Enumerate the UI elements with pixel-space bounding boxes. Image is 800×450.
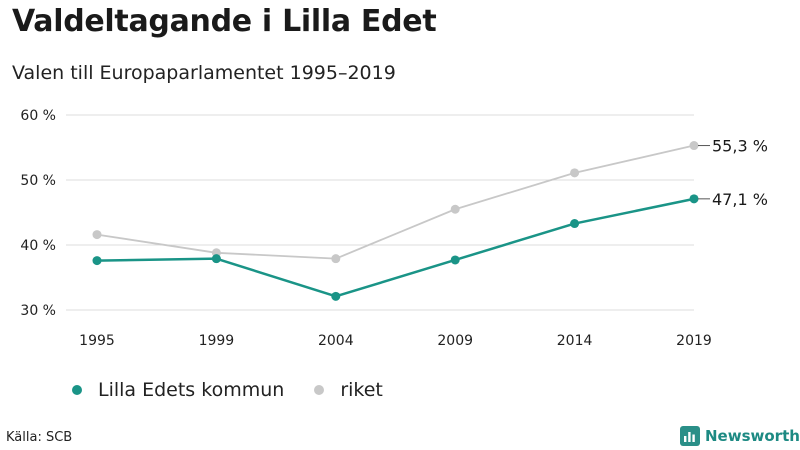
data-point-kommun: [211, 254, 221, 264]
data-point-riket: [92, 230, 102, 240]
x-tick-label: 1999: [199, 333, 235, 349]
end-label-kommun: 47,1 %: [712, 190, 768, 209]
end-label-riket: 55,3 %: [712, 137, 768, 156]
y-tick-label: 60 %: [20, 108, 56, 124]
series-line-kommun: [96, 197, 695, 298]
chart-title: Valdeltagande i Lilla Edet: [12, 4, 437, 39]
legend-item-riket: riket: [314, 379, 383, 401]
legend-label-riket: riket: [340, 379, 383, 401]
newsworthy-logo-icon: [680, 426, 700, 446]
data-point-riket: [689, 141, 699, 151]
data-point-kommun: [331, 291, 341, 301]
source-note: Källa: SCB: [6, 430, 73, 445]
x-tick-label: 2009: [437, 333, 473, 349]
x-tick-label: 1995: [79, 333, 115, 349]
legend-marker-kommun: [72, 385, 82, 395]
x-tick-label: 2014: [557, 333, 593, 349]
data-point-kommun: [570, 219, 580, 229]
data-point-riket: [570, 168, 580, 178]
y-tick-label: 40 %: [20, 238, 56, 254]
x-tick-label: 2004: [318, 333, 354, 349]
brand-name: Newsworthy: [705, 427, 800, 445]
legend-marker-riket: [314, 385, 325, 395]
series-line-riket: [96, 144, 695, 260]
data-point-kommun: [92, 256, 102, 266]
data-point-kommun: [689, 194, 699, 204]
data-point-riket: [331, 254, 341, 264]
legend-item-kommun: Lilla Edets kommun: [72, 379, 284, 401]
legend-label-kommun: Lilla Edets kommun: [98, 379, 285, 401]
data-point-kommun: [450, 255, 460, 265]
chart-subtitle: Valen till Europaparlamentet 1995–2019: [12, 62, 396, 84]
brand-logo: Newsworthy: [680, 426, 800, 446]
y-tick-label: 50 %: [20, 173, 56, 189]
x-tick-label: 2019: [676, 333, 712, 349]
legend: Lilla Edets kommun riket: [72, 379, 413, 401]
data-point-riket: [450, 204, 460, 214]
y-tick-label: 30 %: [20, 303, 56, 319]
